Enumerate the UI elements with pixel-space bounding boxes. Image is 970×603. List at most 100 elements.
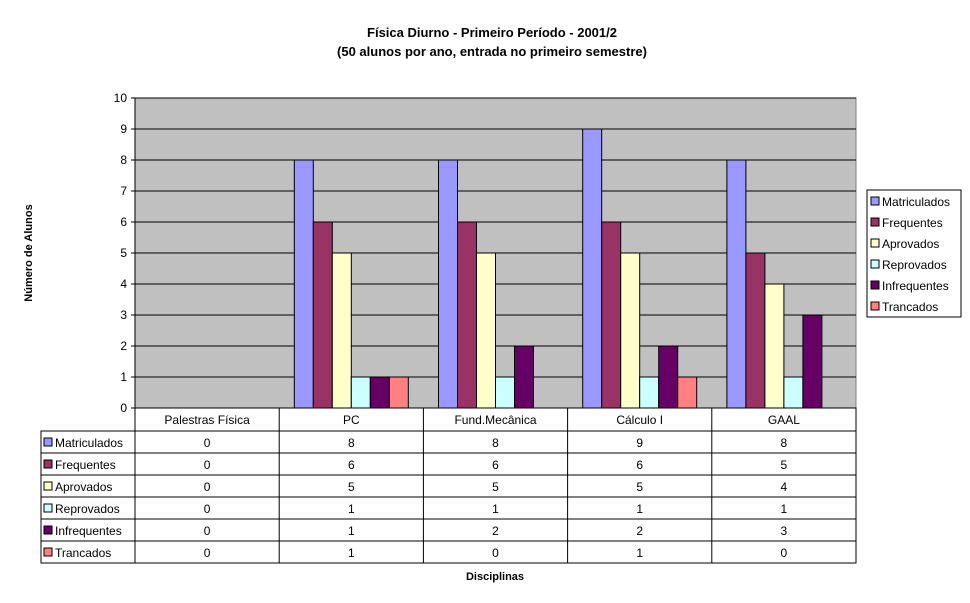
y-tick-label: 10 <box>114 91 128 105</box>
legend-label: Aprovados <box>882 237 939 251</box>
bar-trancados <box>677 376 698 409</box>
bar-frequentes <box>312 221 333 409</box>
table-cell: 0 <box>204 502 211 516</box>
table-cell: 6 <box>492 458 499 472</box>
table-cell: 9 <box>636 436 643 450</box>
legend-key-trancados <box>43 547 53 557</box>
x-axis-label: Disciplinas <box>466 571 524 583</box>
table-cell: 6 <box>348 458 355 472</box>
table-cell: 1 <box>348 502 355 516</box>
table-cell: 3 <box>781 524 788 538</box>
legend-label: Matriculados <box>882 195 950 209</box>
legend-swatch-reprovados <box>870 259 880 269</box>
y-tick-label: 3 <box>120 308 127 322</box>
y-tick-label: 9 <box>120 122 127 136</box>
table-cell: 1 <box>348 546 355 560</box>
bar-frequentes <box>601 221 622 409</box>
legend-swatch-matriculados <box>870 196 880 206</box>
table-cell: 0 <box>204 458 211 472</box>
y-tick-label: 5 <box>120 246 127 260</box>
table-cell: 1 <box>492 502 499 516</box>
bar-reprovados <box>495 376 515 409</box>
table-cell: 0 <box>204 546 211 560</box>
legend-swatch-frequentes <box>870 217 880 227</box>
y-tick-label: 7 <box>120 184 127 198</box>
row-label: Frequentes <box>55 458 116 472</box>
table-cell: 4 <box>781 480 788 494</box>
bar-aprovados <box>620 252 641 409</box>
y-tick-label: 4 <box>120 277 127 291</box>
category-label: GAAL <box>768 413 800 427</box>
legend-swatch-trancados <box>870 301 880 311</box>
table-cell: 0 <box>781 546 788 560</box>
legend-key-aprovados <box>43 481 53 491</box>
legend-swatch-infrequentes <box>870 280 880 290</box>
bar-reprovados <box>639 376 660 409</box>
bar-aprovados <box>764 283 785 409</box>
y-axis-label: Número de Alunos <box>23 204 35 301</box>
bar-matriculados <box>582 128 603 409</box>
legend-label: Infrequentes <box>882 279 949 293</box>
table-cell: 0 <box>204 480 211 494</box>
bar-infrequentes <box>369 376 390 409</box>
bar-infrequentes <box>514 345 534 409</box>
table-cell: 2 <box>492 524 499 538</box>
table-cell: 5 <box>636 480 643 494</box>
bar-matriculados <box>438 159 458 409</box>
plot-area: 0 1 2 3 4 5 6 7 8 9 10 <box>114 91 857 415</box>
bar-matriculados <box>293 159 314 409</box>
table-cell: 8 <box>492 436 499 450</box>
row-label: Trancados <box>55 546 111 560</box>
bar-aprovados <box>476 252 496 409</box>
table-cell: 0 <box>204 436 211 450</box>
legend-key-reprovados <box>43 503 53 513</box>
chart-subtitle: (50 alunos por ano, entrada no primeiro … <box>337 44 647 59</box>
bar-frequentes <box>745 252 766 409</box>
legend: Matriculados Frequentes Aprovados Reprovado… <box>866 189 962 318</box>
legend-label: Frequentes <box>882 216 943 230</box>
table-cell: 5 <box>348 480 355 494</box>
table-cell: 5 <box>492 480 499 494</box>
bar-reprovados <box>350 376 371 409</box>
row-label: Matriculados <box>55 436 123 450</box>
bar-reprovados <box>783 376 804 409</box>
legend-key-matriculados <box>43 437 53 447</box>
y-tick-label: 1 <box>120 370 127 384</box>
row-label: Aprovados <box>55 480 112 494</box>
chart-title: Física Diurno - Primeiro Período - 2001/… <box>367 25 617 40</box>
table-cell: 8 <box>781 436 788 450</box>
legend-swatch-aprovados <box>870 238 880 248</box>
table-cell: 1 <box>636 502 643 516</box>
y-tick-label: 8 <box>120 153 127 167</box>
legend-label: Reprovados <box>882 258 947 272</box>
row-label: Reprovados <box>55 502 120 516</box>
bar-trancados <box>388 376 409 409</box>
data-table: Palestras Física PC Fund.Mecânica Cálculo I… <box>40 407 857 564</box>
category-label: Fund.Mecânica <box>454 413 536 427</box>
row-label: Infrequentes <box>55 524 122 538</box>
table-cell: 8 <box>348 436 355 450</box>
category-label: Palestras Física <box>164 413 250 427</box>
bar-infrequentes <box>658 345 679 409</box>
legend-label: Trancados <box>882 300 938 314</box>
table-cell: 5 <box>781 458 788 472</box>
table-cell: 1 <box>348 524 355 538</box>
legend-box <box>866 189 962 318</box>
table-cell: 0 <box>204 524 211 538</box>
y-tick-label: 2 <box>120 339 127 353</box>
category-label: Cálculo I <box>616 413 663 427</box>
legend-key-infrequentes <box>43 525 53 535</box>
bar-aprovados <box>331 252 352 409</box>
bar-matriculados <box>726 159 747 409</box>
bar-frequentes <box>457 221 477 409</box>
bar-infrequentes <box>802 314 823 409</box>
legend-key-frequentes <box>43 459 53 469</box>
category-label: PC <box>343 413 360 427</box>
table-cell: 2 <box>636 524 643 538</box>
y-tick-label: 0 <box>120 401 127 415</box>
table-cell: 6 <box>636 458 643 472</box>
table-cell: 1 <box>636 546 643 560</box>
table-cell: 0 <box>492 546 499 560</box>
y-tick-label: 6 <box>120 215 127 229</box>
